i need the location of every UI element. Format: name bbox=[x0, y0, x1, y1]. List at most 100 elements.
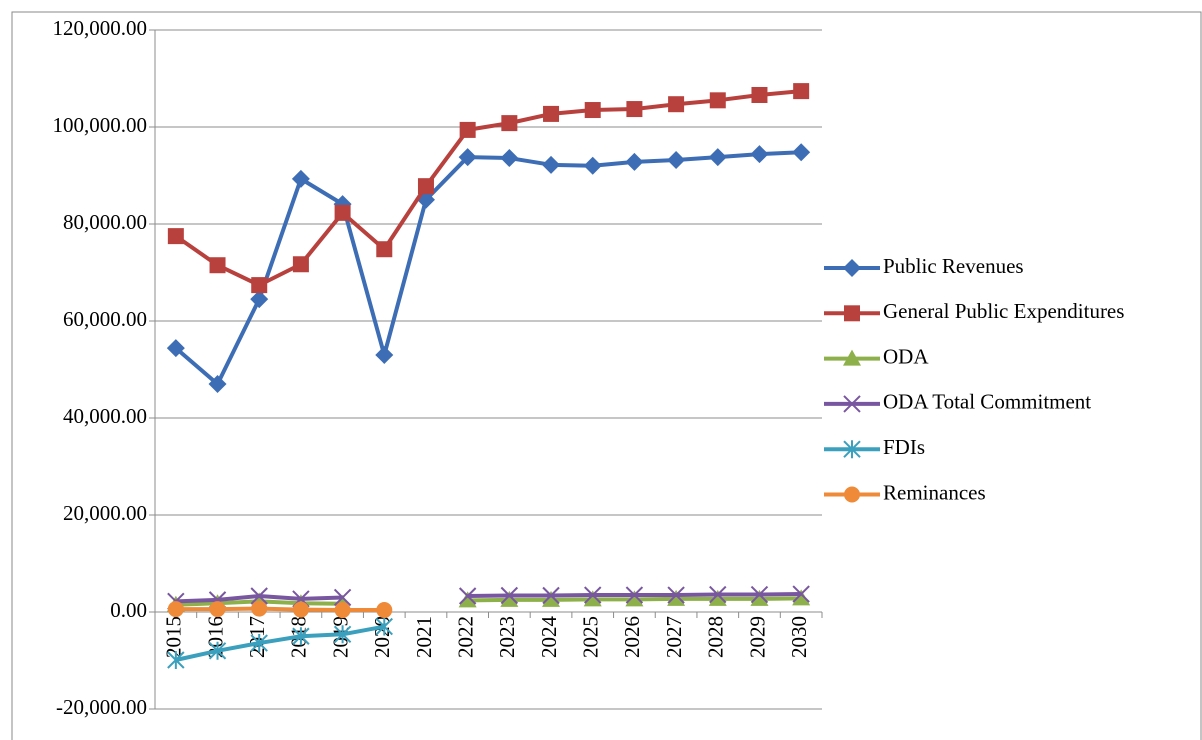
marker bbox=[376, 241, 393, 258]
marker bbox=[500, 590, 519, 607]
marker bbox=[167, 651, 185, 670]
marker bbox=[750, 589, 769, 606]
marker bbox=[333, 625, 352, 644]
marker bbox=[250, 290, 269, 309]
marker bbox=[209, 257, 226, 274]
marker bbox=[251, 600, 268, 617]
x-tick-label: 2030 bbox=[787, 616, 811, 658]
x-tick-label: 2022 bbox=[453, 616, 477, 658]
marker bbox=[375, 617, 393, 636]
marker bbox=[625, 590, 644, 607]
marker bbox=[667, 589, 686, 606]
marker bbox=[292, 256, 309, 273]
marker bbox=[542, 155, 561, 174]
marker bbox=[459, 121, 476, 138]
marker bbox=[668, 96, 685, 113]
marker bbox=[458, 591, 477, 608]
x-tick-label: 2025 bbox=[579, 616, 603, 658]
marker bbox=[708, 148, 727, 167]
marker bbox=[333, 588, 352, 607]
y-tick-label: 60,000.00 bbox=[63, 307, 147, 331]
marker bbox=[375, 345, 394, 364]
marker bbox=[167, 601, 184, 618]
marker bbox=[626, 101, 643, 118]
x-tick-label: 2020 bbox=[370, 616, 394, 658]
marker bbox=[583, 590, 602, 607]
x-tick-label: 2026 bbox=[620, 616, 644, 658]
marker bbox=[583, 156, 602, 175]
marker bbox=[292, 601, 309, 618]
y-tick-label: 120,000.00 bbox=[53, 16, 148, 40]
marker bbox=[250, 587, 268, 605]
marker bbox=[792, 143, 811, 162]
x-tick-label: 2015 bbox=[162, 616, 186, 658]
chart-border bbox=[11, 11, 1202, 740]
marker bbox=[417, 178, 434, 195]
x-tick-label: 2029 bbox=[745, 616, 769, 658]
marker bbox=[250, 634, 268, 653]
marker bbox=[751, 86, 768, 103]
series-line bbox=[175, 606, 385, 613]
marker bbox=[334, 602, 351, 619]
marker bbox=[793, 83, 810, 100]
marker bbox=[708, 589, 727, 606]
marker bbox=[844, 305, 860, 322]
x-tick-label: 2021 bbox=[412, 616, 436, 658]
marker bbox=[334, 204, 351, 221]
marker bbox=[376, 602, 393, 619]
marker bbox=[167, 228, 184, 245]
marker bbox=[843, 259, 861, 277]
marker bbox=[709, 585, 727, 604]
marker bbox=[584, 102, 601, 119]
legend-label: Reminances bbox=[883, 480, 986, 504]
marker bbox=[208, 375, 227, 394]
marker bbox=[584, 586, 602, 604]
marker bbox=[667, 150, 686, 169]
x-tick-label: 2024 bbox=[537, 616, 561, 659]
marker bbox=[843, 395, 861, 413]
marker bbox=[625, 152, 644, 171]
legend-label: Public Revenues bbox=[883, 254, 1024, 278]
legend-label: FDIs bbox=[883, 435, 925, 459]
legend-label: ODA Total Commitment bbox=[883, 390, 1091, 414]
marker bbox=[291, 169, 310, 188]
marker bbox=[292, 627, 310, 646]
y-tick-label: -20,000.00 bbox=[56, 695, 147, 719]
y-tick-label: 80,000.00 bbox=[63, 210, 147, 234]
marker bbox=[750, 585, 769, 604]
marker bbox=[458, 148, 477, 167]
x-tick-label: 2027 bbox=[662, 616, 686, 658]
x-tick-label: 2028 bbox=[704, 616, 728, 658]
marker bbox=[542, 590, 561, 607]
marker bbox=[543, 105, 560, 122]
marker bbox=[625, 586, 644, 604]
legend-label: General Public Expenditures bbox=[883, 299, 1124, 323]
y-tick-label: 40,000.00 bbox=[63, 404, 147, 428]
marker bbox=[500, 586, 519, 605]
marker bbox=[709, 92, 726, 109]
marker bbox=[208, 641, 227, 660]
marker bbox=[166, 339, 185, 358]
marker bbox=[750, 145, 769, 164]
marker bbox=[843, 440, 861, 459]
series-line bbox=[174, 150, 802, 387]
marker bbox=[792, 585, 810, 603]
series-line bbox=[174, 89, 802, 288]
y-tick-label: 100,000.00 bbox=[53, 113, 148, 137]
marker bbox=[542, 586, 560, 605]
series-line bbox=[175, 624, 385, 662]
marker bbox=[844, 486, 860, 503]
marker bbox=[792, 589, 811, 606]
x-tick-label: 2023 bbox=[495, 616, 519, 658]
marker bbox=[209, 601, 226, 618]
marker bbox=[500, 149, 519, 168]
marker bbox=[251, 277, 268, 294]
marker bbox=[843, 349, 861, 366]
legend-label: ODA bbox=[883, 344, 929, 368]
y-tick-label: 0.00 bbox=[110, 598, 147, 622]
y-tick-label: 20,000.00 bbox=[63, 501, 147, 525]
marker bbox=[458, 587, 477, 605]
marker bbox=[667, 586, 685, 604]
marker bbox=[501, 115, 518, 132]
